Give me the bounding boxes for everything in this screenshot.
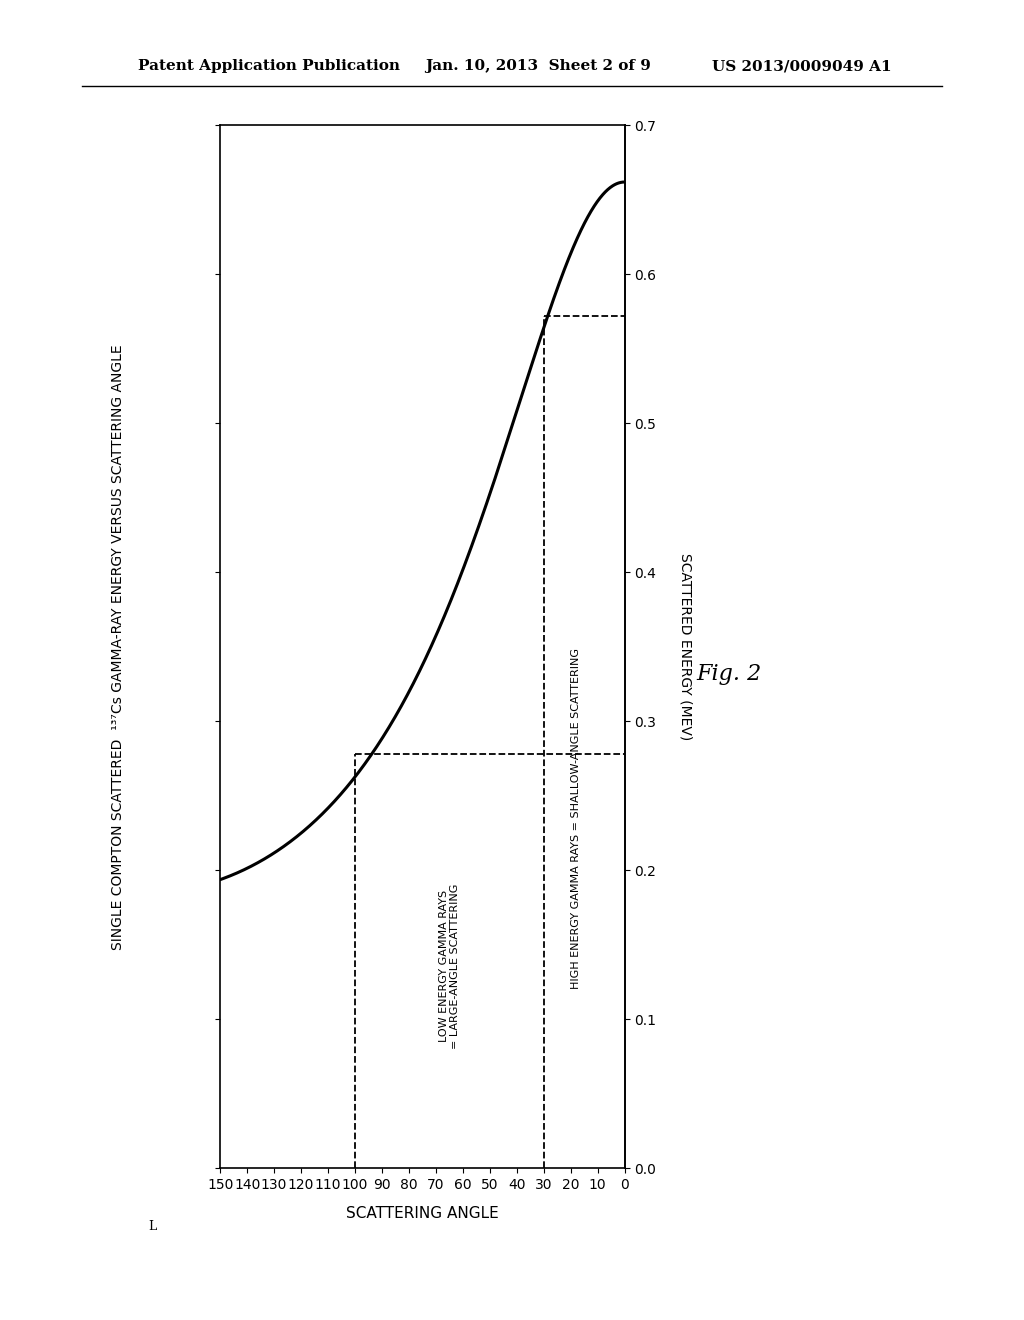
Text: SINGLE COMPTON SCATTERED  ¹³⁷Cs GAMMA-RAY ENERGY VERSUS SCATTERING ANGLE: SINGLE COMPTON SCATTERED ¹³⁷Cs GAMMA-RAY…: [111, 345, 125, 949]
Text: HIGH ENERGY GAMMA RAYS = SHALLOW-ANGLE SCATTERING: HIGH ENERGY GAMMA RAYS = SHALLOW-ANGLE S…: [571, 648, 581, 990]
Text: Fig. 2: Fig. 2: [696, 663, 762, 685]
Text: Patent Application Publication: Patent Application Publication: [138, 59, 400, 73]
Text: US 2013/0009049 A1: US 2013/0009049 A1: [712, 59, 891, 73]
Text: L: L: [148, 1220, 157, 1233]
X-axis label: SCATTERING ANGLE: SCATTERING ANGLE: [346, 1205, 499, 1221]
Y-axis label: SCATTERED ENERGY (MEV): SCATTERED ENERGY (MEV): [679, 553, 692, 741]
Text: Jan. 10, 2013  Sheet 2 of 9: Jan. 10, 2013 Sheet 2 of 9: [425, 59, 651, 73]
Text: LOW ENERGY GAMMA RAYS
= LARGE-ANGLE SCATTERING: LOW ENERGY GAMMA RAYS = LARGE-ANGLE SCAT…: [438, 883, 460, 1049]
